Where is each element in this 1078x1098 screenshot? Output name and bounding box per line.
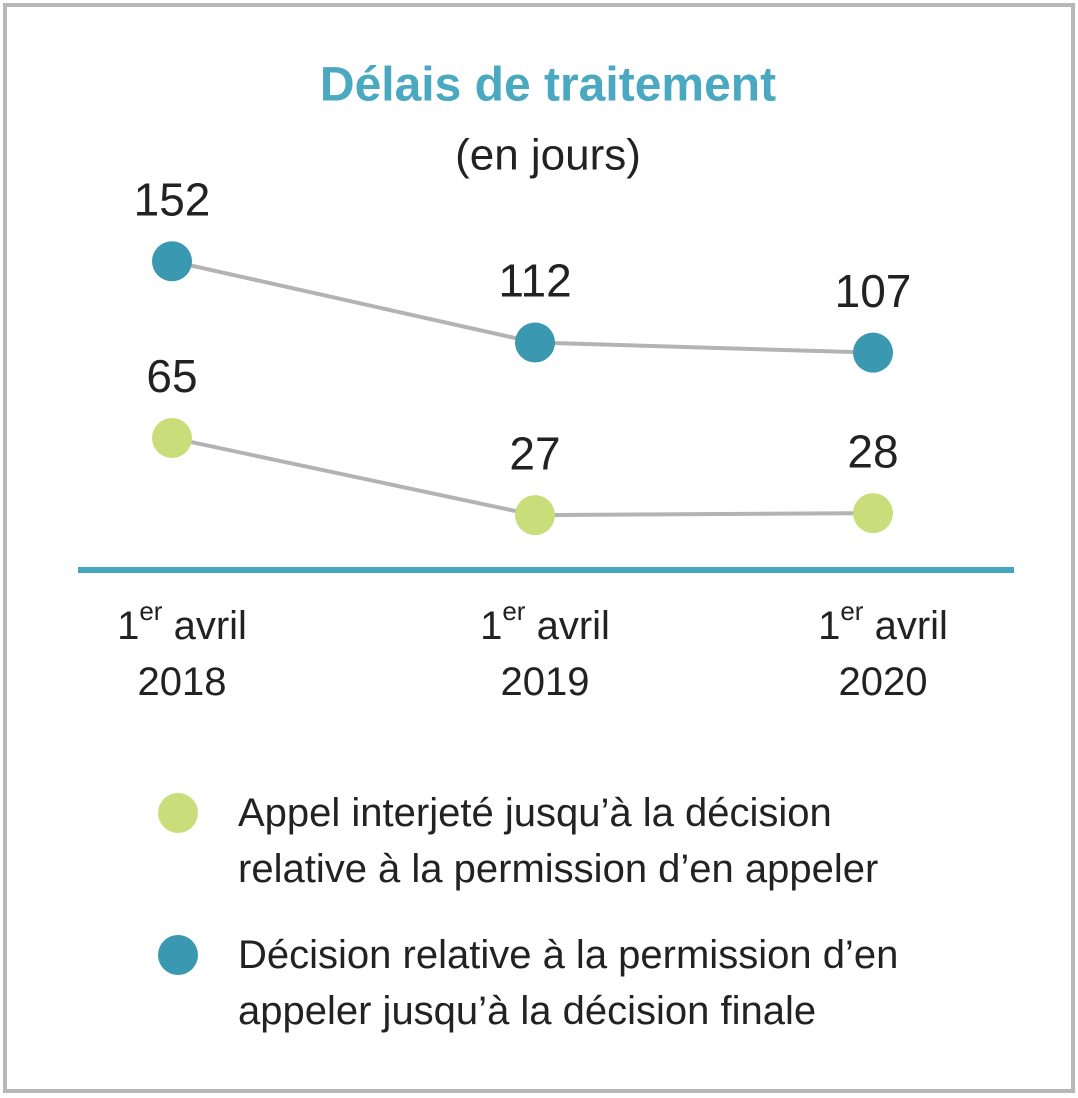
x-tick-label: 1er avril 2019 bbox=[480, 596, 610, 704]
data-label: 27 bbox=[509, 427, 560, 479]
data-label: 112 bbox=[498, 255, 571, 307]
data-label: 65 bbox=[146, 350, 197, 402]
legend-label: Décision relative à la permission d’en a… bbox=[238, 933, 899, 1033]
chart-subtitle: (en jours) bbox=[455, 131, 641, 180]
legend-label: Appel interjeté jusqu’à la décision rela… bbox=[238, 791, 879, 891]
data-point bbox=[853, 332, 893, 373]
legend-marker bbox=[158, 935, 198, 975]
data-point bbox=[515, 495, 555, 536]
data-point bbox=[515, 322, 555, 363]
data-label: 152 bbox=[134, 173, 211, 225]
chart-title: Délais de traitement bbox=[320, 59, 776, 112]
frame bbox=[3, 3, 1075, 1093]
data-point bbox=[152, 241, 192, 282]
data-label: 28 bbox=[847, 425, 898, 477]
x-tick-label: 1er avril 2018 bbox=[117, 596, 247, 704]
data-point bbox=[853, 493, 893, 534]
data-point bbox=[152, 417, 192, 458]
legend-marker bbox=[158, 793, 198, 833]
x-tick-label: 1er avril 2020 bbox=[818, 596, 948, 704]
data-label: 107 bbox=[835, 265, 912, 317]
